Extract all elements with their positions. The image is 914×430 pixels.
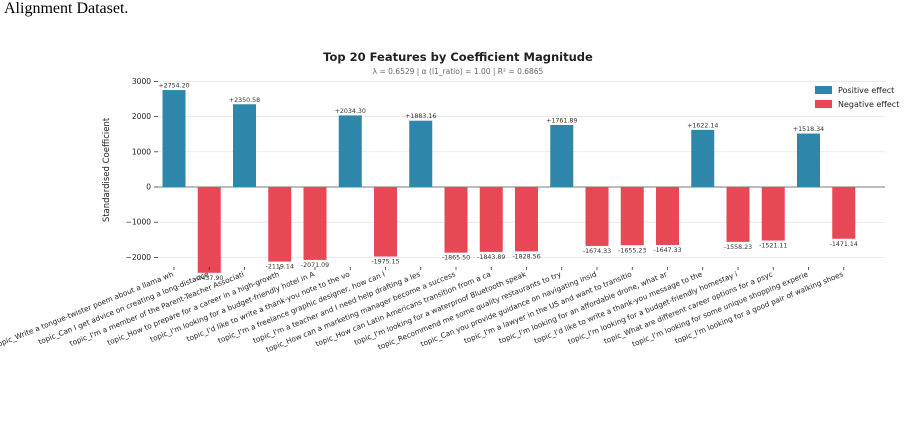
bar-positive — [233, 104, 256, 187]
bar-positive — [338, 115, 362, 187]
bar-positive — [691, 129, 715, 187]
bars — [162, 90, 856, 273]
bar-negative — [620, 187, 644, 246]
legend: Positive effect Negative effect — [815, 86, 899, 109]
bar-positive — [409, 120, 433, 187]
bar-value-label: +1518.34 — [793, 126, 824, 133]
bar-value-label: -1843.89 — [477, 254, 505, 261]
y-tick-label: 3000 — [132, 77, 151, 86]
bar-negative — [832, 187, 856, 239]
value-labels: +2754.20-2437.90+2350.58-2119.14 -2071.09… — [158, 83, 858, 282]
y-tick-label: 2000 — [132, 112, 151, 121]
bar-value-label: +1761.89 — [546, 117, 577, 124]
x-axis-ticks: topic_Write a tongue-twister poem about … — [0, 267, 845, 354]
bar-negative — [444, 187, 468, 253]
bar-negative — [268, 187, 292, 262]
legend-label: Positive effect — [838, 86, 894, 95]
bar-negative — [479, 187, 503, 252]
bar-value-label: +2034.30 — [335, 108, 366, 115]
bar-negative — [726, 187, 750, 242]
y-tick-label: 1000 — [132, 147, 151, 156]
y-tick-label: 0 — [146, 183, 151, 192]
figure-caption: Alignment Dataset. — [4, 0, 129, 17]
bar-positive — [550, 124, 574, 187]
bar-value-label: +2754.20 — [158, 83, 189, 90]
y-axis-label: Standardised Coefficient — [102, 117, 112, 222]
bar-value-label: -1975.15 — [371, 259, 399, 266]
bar-value-label: -1865.50 — [442, 255, 470, 262]
bar-value-label: -1647.33 — [653, 247, 681, 254]
bar-positive — [797, 133, 820, 187]
legend-label: Negative effect — [838, 100, 899, 109]
bar-value-label: -1674.33 — [583, 248, 611, 255]
chart-title: Top 20 Features by Coefficient Magnitude — [323, 50, 593, 64]
bar-positive — [162, 90, 186, 187]
bar-value-label: -2071.09 — [301, 262, 329, 269]
bar-negative — [374, 187, 397, 257]
legend-swatch — [815, 86, 832, 94]
bar-negative — [761, 187, 785, 241]
bar-negative — [515, 187, 538, 252]
bar-value-label: -1558.23 — [724, 244, 752, 251]
bar-value-label: -1655.23 — [618, 247, 646, 254]
bar-value-label: -2437.90 — [195, 275, 223, 282]
bar-negative — [656, 187, 679, 245]
legend-swatch — [815, 100, 832, 108]
bar-value-label: +1622.14 — [687, 122, 718, 129]
bar-value-label: -1521.11 — [759, 243, 787, 250]
bar-value-label: -1828.56 — [512, 253, 540, 260]
chart-subtitle: λ = 0.6529 | α (l1_ratio) = 1.00 | R² = … — [373, 67, 544, 76]
y-axis-ticks: −2000 −1000 0 1000 2000 3000 — [126, 77, 158, 262]
bar-value-label: +2350.58 — [229, 97, 260, 104]
bar-value-label: -1471.14 — [830, 241, 858, 248]
bar-value-label: +1883.16 — [405, 113, 436, 120]
bar-negative — [585, 187, 609, 246]
bar-negative — [197, 187, 221, 273]
y-tick-label: −2000 — [126, 253, 152, 262]
y-tick-label: −1000 — [126, 218, 152, 227]
bar-negative — [303, 187, 327, 260]
